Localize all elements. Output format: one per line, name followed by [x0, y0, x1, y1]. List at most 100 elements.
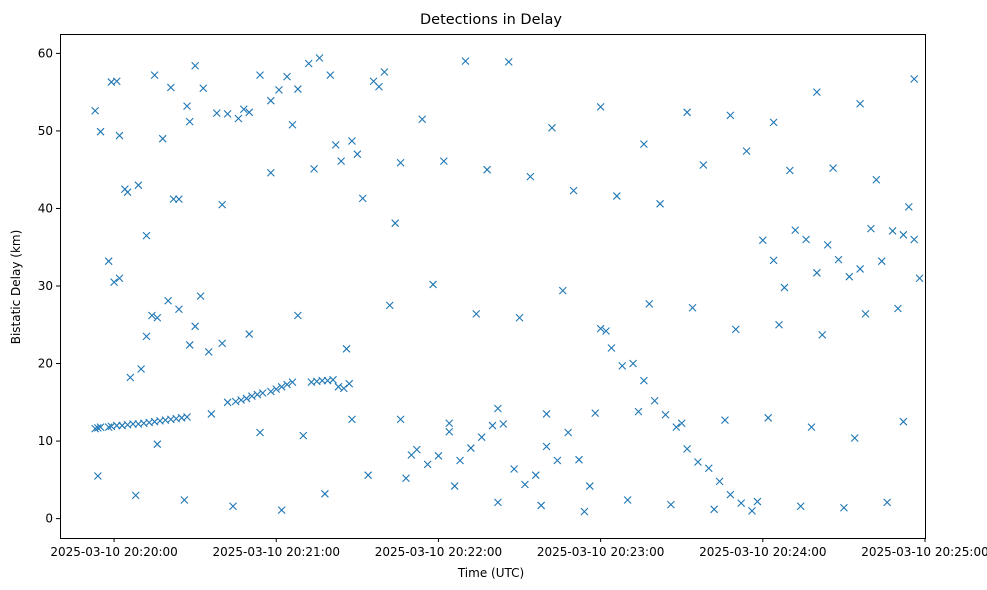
data-point [423, 460, 432, 469]
data-point [218, 339, 227, 348]
data-point [667, 500, 675, 509]
data-point [596, 102, 605, 111]
data-point [553, 456, 562, 465]
data-point [253, 390, 262, 399]
data-point [104, 423, 113, 432]
data-point [185, 341, 194, 349]
data-point [391, 219, 400, 228]
data-point [245, 108, 254, 117]
data-point [137, 365, 145, 373]
data-point [223, 109, 232, 118]
data-point [153, 440, 162, 449]
data-point [521, 480, 529, 489]
data-point [629, 359, 637, 368]
data-point [477, 433, 486, 442]
data-point [542, 442, 551, 451]
data-point [131, 491, 140, 500]
data-point [353, 150, 362, 159]
data-point [575, 455, 583, 464]
x-tick-label: 2025-03-10 20:23:00 [537, 545, 664, 559]
data-point [191, 322, 200, 331]
data-point [380, 68, 389, 76]
data-point [515, 313, 524, 322]
data-point [166, 83, 175, 92]
data-point [266, 387, 275, 396]
data-point [96, 423, 105, 432]
data-point [334, 382, 343, 391]
data-point [742, 147, 751, 155]
data-point [191, 61, 200, 70]
data-point [888, 227, 897, 235]
data-point [899, 230, 908, 239]
data-point [199, 84, 208, 93]
data-point [120, 185, 129, 193]
data-point [134, 181, 143, 190]
data-point [142, 231, 151, 240]
data-point [812, 268, 821, 277]
data-point [569, 186, 578, 195]
data-point [840, 503, 848, 512]
data-point [753, 497, 762, 506]
data-point [175, 305, 183, 314]
data-point [596, 324, 605, 333]
data-point [872, 175, 881, 184]
data-point [439, 157, 448, 166]
data-point [867, 224, 875, 233]
data-point [461, 57, 470, 66]
data-point [623, 496, 632, 504]
y-tick-label: 10 [38, 434, 53, 448]
x-tick-label: 2025-03-10 20:22:00 [375, 545, 502, 559]
data-point [639, 376, 648, 385]
plot-frame [60, 34, 926, 539]
data-point [737, 499, 746, 507]
data-point [304, 59, 313, 68]
x-tick-label: 2025-03-10 20:25:00 [861, 545, 987, 559]
y-tick-label: 20 [38, 357, 53, 371]
data-point [231, 397, 240, 406]
data-point [326, 71, 335, 79]
data-point [677, 419, 686, 428]
data-point [237, 396, 245, 404]
data-point [169, 195, 178, 204]
data-point [531, 471, 540, 480]
data-point [218, 200, 227, 209]
data-point [115, 131, 124, 140]
data-point [823, 241, 832, 249]
data-point [548, 123, 556, 132]
data-point [150, 71, 159, 79]
data-point [466, 444, 475, 452]
data-point [526, 172, 535, 181]
data-point [272, 385, 281, 394]
data-point [104, 257, 113, 266]
y-tick-label: 50 [38, 124, 53, 138]
data-point [204, 348, 213, 356]
data-point [764, 413, 773, 422]
data-point [850, 434, 859, 442]
data-point [396, 158, 405, 167]
data-point [148, 311, 156, 320]
data-point [683, 108, 692, 117]
data-point [904, 203, 913, 211]
data-point [288, 120, 297, 129]
data-point [112, 77, 121, 86]
data-point [721, 416, 729, 425]
data-point [910, 75, 919, 83]
x-tick-label: 2025-03-10 20:20:00 [50, 545, 177, 559]
data-point [661, 410, 670, 419]
data-point [796, 502, 805, 511]
data-point [748, 506, 756, 515]
data-point [396, 415, 405, 424]
data-point [256, 71, 264, 79]
data-point [445, 427, 454, 436]
data-point [883, 498, 892, 507]
x-axis: 2025-03-10 20:20:00 2025-03-10 20:21:00 20… [50, 538, 987, 559]
data-point [434, 451, 443, 460]
data-point [293, 85, 302, 93]
data-point [283, 72, 291, 81]
data-point [585, 482, 594, 490]
data-point [375, 82, 383, 91]
data-point [915, 274, 924, 283]
data-point [564, 428, 573, 437]
data-point [829, 164, 837, 173]
data-point [402, 474, 410, 483]
